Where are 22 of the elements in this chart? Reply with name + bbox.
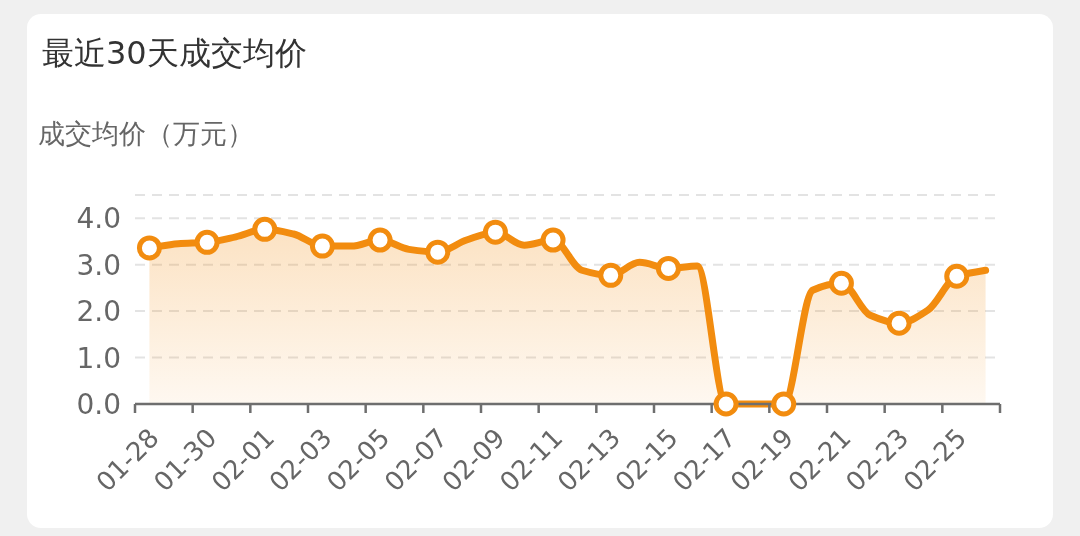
- y-tick-label: 0.0: [76, 388, 121, 421]
- point: [194, 229, 220, 255]
- point: [944, 263, 970, 289]
- point: [252, 216, 278, 242]
- point: [886, 310, 912, 336]
- point: [425, 239, 451, 265]
- point: [309, 233, 335, 259]
- point: [136, 235, 162, 261]
- y-tick-label: 3.0: [76, 248, 121, 282]
- point: [540, 227, 566, 253]
- ylabel: 成交均价（万元）: [38, 118, 254, 149]
- point: [828, 270, 854, 296]
- y-tick-label: 1.0: [76, 341, 121, 375]
- y-tick-label: 4.0: [76, 202, 121, 236]
- y-tick-label: 2.0: [76, 295, 121, 329]
- point: [482, 219, 508, 245]
- point: [655, 255, 681, 281]
- point: [771, 391, 797, 417]
- point: [367, 227, 393, 253]
- title: 最近30天成交均价: [42, 34, 307, 72]
- point: [598, 262, 624, 288]
- point: [713, 391, 739, 417]
